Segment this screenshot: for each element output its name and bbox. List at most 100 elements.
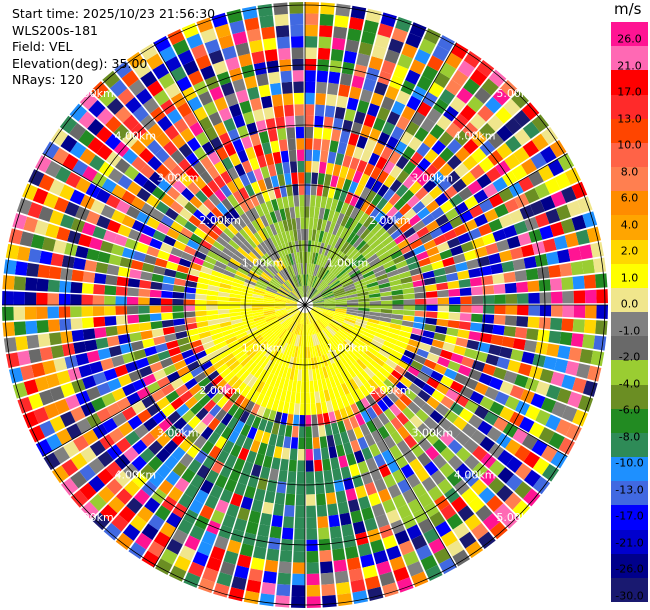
ppi-gate — [365, 325, 378, 332]
ppi-gate — [286, 307, 298, 312]
ppi-gate — [469, 277, 483, 287]
ppi-gate — [545, 208, 561, 224]
ppi-gate — [376, 399, 389, 412]
ppi-gate — [287, 320, 295, 331]
ppi-gate — [324, 307, 336, 310]
ppi-gate — [269, 280, 281, 289]
ppi-gate — [312, 307, 324, 311]
ppi-gate — [334, 250, 343, 262]
ppi-gate — [460, 241, 475, 253]
ppi-gate — [301, 285, 305, 298]
ppi-gate — [312, 425, 319, 438]
ppi-gate — [437, 178, 452, 193]
ppi-gate — [202, 382, 215, 394]
ppi-gate — [354, 281, 367, 289]
ppi-gate — [198, 376, 211, 389]
ppi-gate — [206, 386, 220, 399]
ppi-gate — [402, 315, 415, 322]
ppi-gate — [328, 323, 340, 332]
ppi-gate — [322, 292, 334, 298]
ppi-gate — [345, 488, 357, 502]
ppi-gate — [334, 570, 349, 584]
ppi-gate — [369, 297, 381, 302]
ppi-gate — [456, 87, 473, 104]
ppi-gate — [296, 471, 305, 484]
ppi-gate — [263, 176, 273, 190]
ppi-gate — [198, 271, 211, 280]
ppi-gate — [459, 531, 477, 549]
ppi-gate — [320, 2, 335, 15]
ppi-gate — [123, 446, 139, 463]
ppi-gate — [473, 189, 489, 204]
ppi-gate — [214, 408, 227, 422]
ppi-gate — [550, 190, 567, 208]
ppi-gate — [584, 289, 597, 304]
ppi-gate — [127, 323, 141, 333]
ppi-gate — [45, 160, 62, 178]
ppi-gate — [381, 201, 394, 215]
ppi-gate — [152, 369, 167, 381]
ppi-gate — [332, 548, 346, 562]
ppi-gate — [258, 326, 270, 335]
ppi-gate — [368, 152, 380, 167]
ppi-gate — [488, 344, 502, 356]
ppi-gate — [406, 473, 421, 489]
ppi-gate — [332, 374, 341, 387]
ppi-gate — [429, 409, 444, 424]
ppi-gate — [435, 403, 450, 417]
ppi-gate — [254, 488, 266, 502]
ppi-gate — [309, 311, 318, 321]
ppi-gate — [295, 275, 300, 287]
ppi-gate — [388, 274, 401, 282]
ppi-gate — [477, 420, 493, 436]
ppi-gate — [275, 25, 290, 38]
ppi-gate — [303, 335, 305, 348]
ppi-gate — [299, 312, 303, 324]
ppi-gate — [485, 242, 499, 255]
ppi-gate — [311, 346, 317, 358]
ppi-gate — [186, 274, 199, 283]
ppi-gate — [522, 488, 541, 507]
ppi-gate — [129, 269, 142, 279]
ppi-gate — [481, 323, 494, 334]
ppi-gate — [323, 328, 332, 339]
ppi-gate — [425, 317, 438, 325]
ppi-gate — [443, 185, 458, 200]
ppi-gate — [227, 128, 241, 143]
ppi-gate — [288, 309, 299, 317]
ppi-gate — [105, 151, 122, 167]
ppi-gate — [406, 195, 420, 208]
ppi-gate — [537, 329, 550, 343]
ppi-gate — [323, 295, 335, 300]
ppi-gate — [318, 527, 330, 540]
ppi-gate — [194, 421, 208, 435]
ppi-gate — [187, 181, 201, 196]
ppi-gate — [161, 383, 175, 396]
ppi-gate — [290, 310, 300, 319]
ppi-gate — [372, 416, 384, 430]
ppi-gate — [518, 176, 534, 192]
ppi-gate — [312, 308, 323, 314]
ppi-gate — [307, 240, 312, 252]
ppi-gate — [28, 425, 46, 443]
ppi-gate — [412, 220, 426, 232]
range-ring-label: 4.00km — [454, 129, 496, 142]
ppi-gate — [268, 433, 278, 447]
ppi-gate — [336, 331, 347, 341]
ppi-gate — [164, 82, 181, 99]
ppi-gate — [274, 492, 286, 505]
ppi-gate — [172, 39, 190, 56]
ppi-gate — [438, 417, 453, 431]
ppi-gate — [346, 428, 357, 442]
ppi-gate — [311, 309, 322, 317]
ppi-gate — [276, 340, 284, 352]
ppi-gate — [277, 127, 287, 141]
ppi-gate — [239, 370, 250, 382]
ppi-gate — [395, 216, 408, 228]
ppi-gate — [161, 290, 173, 299]
ppi-gate — [396, 412, 410, 426]
ppi-gate — [259, 466, 271, 480]
ppi-gate — [534, 212, 550, 228]
ppi-gate — [559, 262, 573, 277]
ppi-gate — [133, 61, 151, 79]
